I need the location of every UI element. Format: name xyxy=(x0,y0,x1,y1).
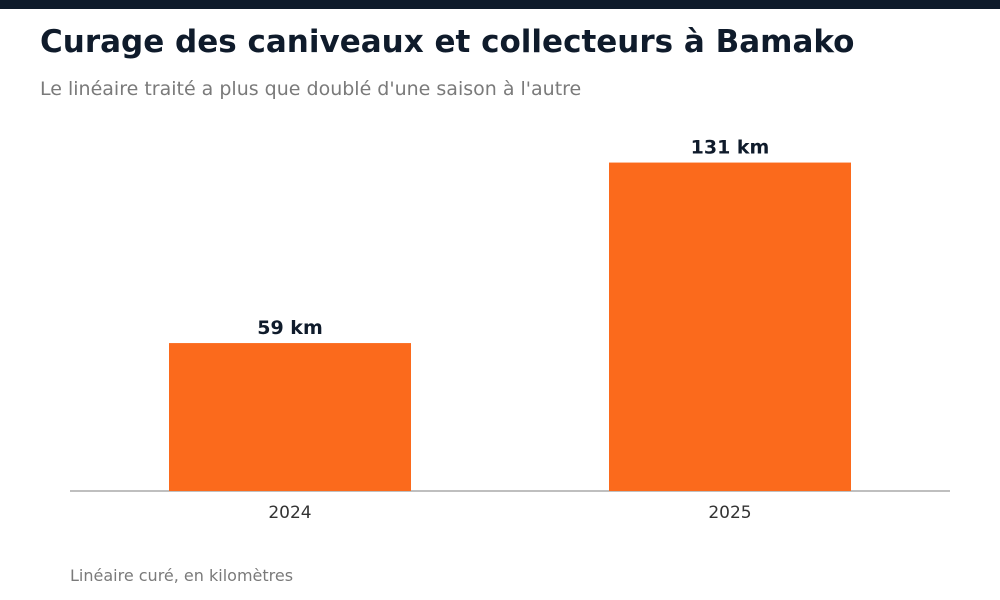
chart-title: Curage des caniveaux et collecteurs à Ba… xyxy=(40,24,855,60)
x-tick-label-2024: 2024 xyxy=(268,503,311,523)
chart-subtitle: Le linéaire traité a plus que doublé d'u… xyxy=(40,78,582,100)
header-accent-bar xyxy=(0,0,1000,9)
labels-group: 59 km 2024 131 km 2025 xyxy=(257,137,769,523)
x-tick-label-2025: 2025 xyxy=(708,503,751,523)
value-label-2024: 59 km xyxy=(257,317,323,339)
chart-footnote: Linéaire curé, en kilomètres xyxy=(70,566,294,585)
bar-2025 xyxy=(609,162,851,492)
bars-group xyxy=(169,162,851,492)
bar-2024 xyxy=(169,343,411,491)
value-label-2025: 131 km xyxy=(691,137,770,159)
